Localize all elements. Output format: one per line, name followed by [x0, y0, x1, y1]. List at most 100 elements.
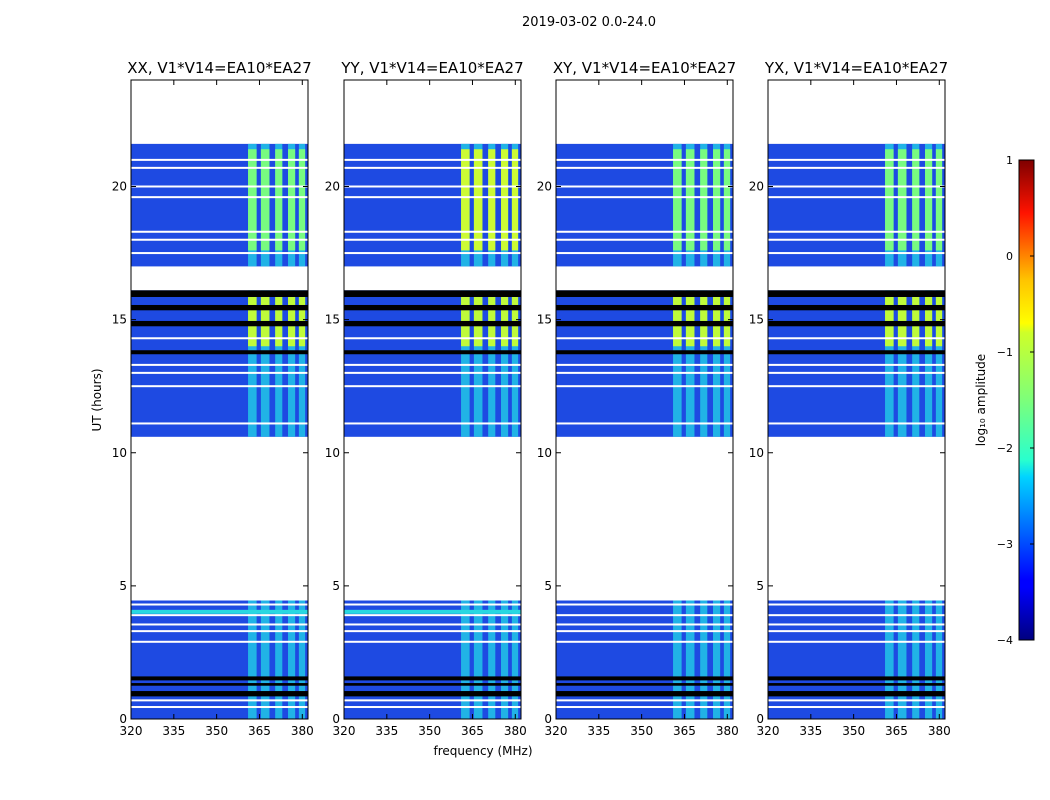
gap-line — [768, 196, 945, 199]
gap-line — [131, 337, 308, 340]
x-tick-label: 365 — [673, 724, 696, 738]
gap-line — [768, 158, 945, 161]
rfi-band — [511, 290, 519, 437]
gap-line — [344, 623, 521, 626]
rfi-band — [925, 290, 933, 437]
x-tick-label: 380 — [716, 724, 739, 738]
rfi-band-bright — [473, 149, 483, 251]
rfi-band-bright — [260, 293, 270, 347]
gap-line — [556, 630, 733, 633]
rfi-band — [885, 290, 894, 437]
flagged-row — [131, 683, 308, 686]
y-tick-label: 10 — [325, 446, 340, 460]
rfi-band-bright — [713, 149, 721, 251]
rfi-band — [461, 290, 470, 437]
rfi-band — [925, 600, 933, 719]
colorbar-tick-label: −1 — [997, 346, 1013, 359]
rfi-band — [713, 290, 721, 437]
gap-line — [768, 238, 945, 241]
x-tick-label: 320 — [120, 724, 143, 738]
rfi-band-bright — [723, 149, 731, 251]
flagged-row — [344, 290, 521, 297]
rfi-band-bright — [723, 293, 731, 347]
gap-line — [131, 185, 308, 188]
gap-line — [768, 230, 945, 233]
axes-frame — [767, 79, 946, 720]
gap-line — [556, 230, 733, 233]
flagged-row — [556, 304, 733, 311]
flagged-row — [344, 304, 521, 311]
flagged-row — [556, 320, 733, 327]
flagged-row — [131, 320, 308, 327]
flagged-row — [556, 350, 733, 355]
rfi-band-bright — [885, 149, 894, 251]
gap-line — [556, 371, 733, 374]
rfi-band-bright — [935, 293, 943, 347]
x-tick-label: 365 — [248, 724, 271, 738]
rfi-band-bright — [298, 293, 306, 347]
rfi-band — [488, 290, 496, 437]
x-tick-label: 380 — [928, 724, 951, 738]
gap-line — [768, 422, 945, 425]
rfi-band-bright — [501, 149, 509, 251]
y-tick-label: 20 — [537, 180, 552, 194]
y-tick-label: 5 — [332, 579, 340, 593]
panel-xx: XX, V1*V14=EA10*EA27 320 335 350 365 380 0 5 10 1… — [112, 59, 314, 738]
panel-yy: YY, V1*V14=EA10*EA27 320 335 350 365 380 0 5 10 1… — [325, 59, 527, 738]
gap-line — [131, 614, 308, 617]
rfi-band-bright — [685, 149, 695, 251]
gap-line — [556, 166, 733, 169]
gap-line — [768, 640, 945, 643]
gap-line — [556, 185, 733, 188]
x-tick-label: 380 — [291, 724, 314, 738]
y-tick-label: 0 — [544, 712, 552, 726]
y-tick-label: 5 — [119, 579, 127, 593]
panel-title: YX, V1*V14=EA10*EA27 — [764, 59, 948, 77]
gap-line — [131, 630, 308, 633]
panel-title: XX, V1*V14=EA10*EA27 — [127, 59, 311, 77]
rfi-band-bright — [511, 149, 519, 251]
flagged-row — [768, 691, 945, 697]
gap-line — [344, 337, 521, 340]
gap-line — [131, 623, 308, 626]
flagged-row — [556, 683, 733, 686]
flagged-row — [556, 691, 733, 697]
rfi-band — [912, 600, 920, 719]
axes-frame — [343, 79, 522, 720]
rfi-band-bright — [461, 293, 470, 347]
gap-line — [344, 238, 521, 241]
rfi-band-bright — [461, 149, 470, 251]
gap-line — [344, 640, 521, 643]
flagged-row — [556, 676, 733, 681]
gap-line — [131, 603, 308, 606]
rfi-band-bright — [248, 293, 257, 347]
gap-line — [768, 252, 945, 255]
rfi-band-bright — [275, 293, 283, 347]
flagged-row — [556, 290, 733, 297]
rfi-band-bright — [673, 293, 682, 347]
y-tick-label: 20 — [325, 180, 340, 194]
gap-line — [556, 623, 733, 626]
flagged-row — [768, 304, 945, 311]
rfi-band-bright — [260, 149, 270, 251]
gap-line — [131, 252, 308, 255]
gap-line — [344, 699, 521, 702]
flagged-row — [131, 290, 308, 297]
gap-line — [131, 640, 308, 643]
rfi-band-bright — [713, 293, 721, 347]
flagged-row — [768, 683, 945, 686]
panel-title: YY, V1*V14=EA10*EA27 — [340, 59, 523, 77]
rfi-band — [461, 600, 470, 719]
gap-line — [131, 196, 308, 199]
gap-line — [131, 238, 308, 241]
rfi-band — [700, 290, 708, 437]
rfi-band — [501, 600, 509, 719]
rfi-band-bright — [248, 149, 257, 251]
gap-line — [344, 706, 521, 709]
rfi-band-bright — [673, 149, 682, 251]
colorbar-gradient — [1018, 159, 1035, 641]
rfi-band — [288, 600, 296, 719]
gap-line — [768, 337, 945, 340]
rfi-band-bright — [897, 293, 907, 347]
rfi-band — [723, 600, 731, 719]
